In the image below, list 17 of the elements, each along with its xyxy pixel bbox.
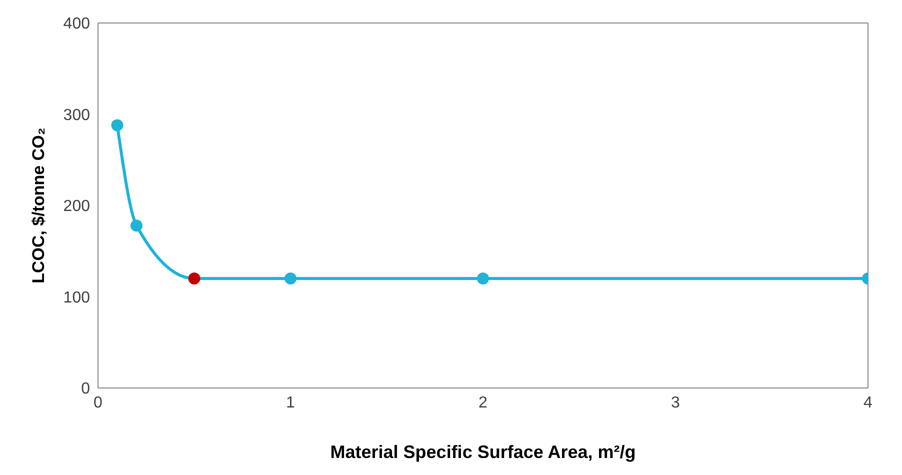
x-tick-label: 4 bbox=[864, 394, 873, 412]
x-tick-label: 2 bbox=[478, 394, 488, 412]
point bbox=[111, 119, 124, 132]
point bbox=[477, 272, 489, 284]
y-tick-label: 0 bbox=[81, 380, 90, 398]
point bbox=[130, 220, 142, 232]
point bbox=[188, 272, 200, 284]
x-tick-label: 3 bbox=[671, 394, 680, 412]
x-tick-label: 1 bbox=[286, 394, 296, 412]
y-tick-label: 200 bbox=[63, 198, 90, 216]
y-tick-label: 300 bbox=[63, 106, 90, 124]
x-tick-label: 0 bbox=[94, 394, 103, 412]
x-axis-title: Material Specific Surface Area, m²/g bbox=[330, 442, 636, 462]
y-tick-label: 400 bbox=[63, 16, 90, 33]
y-tick-label: 100 bbox=[63, 289, 90, 306]
point bbox=[284, 272, 296, 284]
y-axis-title: LCOC, $/tonne CO₂ bbox=[29, 128, 48, 284]
